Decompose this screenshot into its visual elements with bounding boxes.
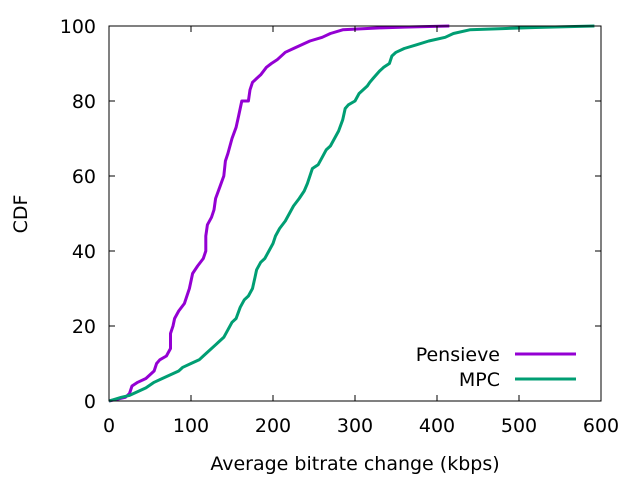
y-tick-label: 80 <box>72 91 96 113</box>
x-tick-label: 300 <box>337 415 373 437</box>
x-tick-label: 500 <box>501 415 537 437</box>
legend-label-pensieve: Pensieve <box>416 344 500 366</box>
series-layer <box>108 24 595 403</box>
series-line-pensieve <box>108 24 450 403</box>
x-tick-label: 600 <box>583 415 619 437</box>
y-tick-label: 100 <box>60 16 96 38</box>
x-tick-label: 400 <box>419 415 455 437</box>
x-axis-label: Average bitrate change (kbps) <box>210 453 499 475</box>
y-tick-label: 0 <box>84 391 96 413</box>
x-tick-label: 200 <box>255 415 291 437</box>
y-tick-label: 20 <box>72 316 96 338</box>
y-axis-label: CDF <box>10 195 32 234</box>
y-tick-label: 40 <box>72 241 96 263</box>
x-tick-label: 100 <box>173 415 209 437</box>
legend-label-mpc: MPC <box>459 369 500 391</box>
series-line-mpc <box>108 24 595 403</box>
x-tick-label: 0 <box>103 415 115 437</box>
tick-layer: 0 100 200 300 400 500 600 0 20 40 60 80 100 <box>60 16 619 437</box>
y-tick-label: 60 <box>72 166 96 188</box>
legend: Pensieve MPC <box>416 344 576 391</box>
